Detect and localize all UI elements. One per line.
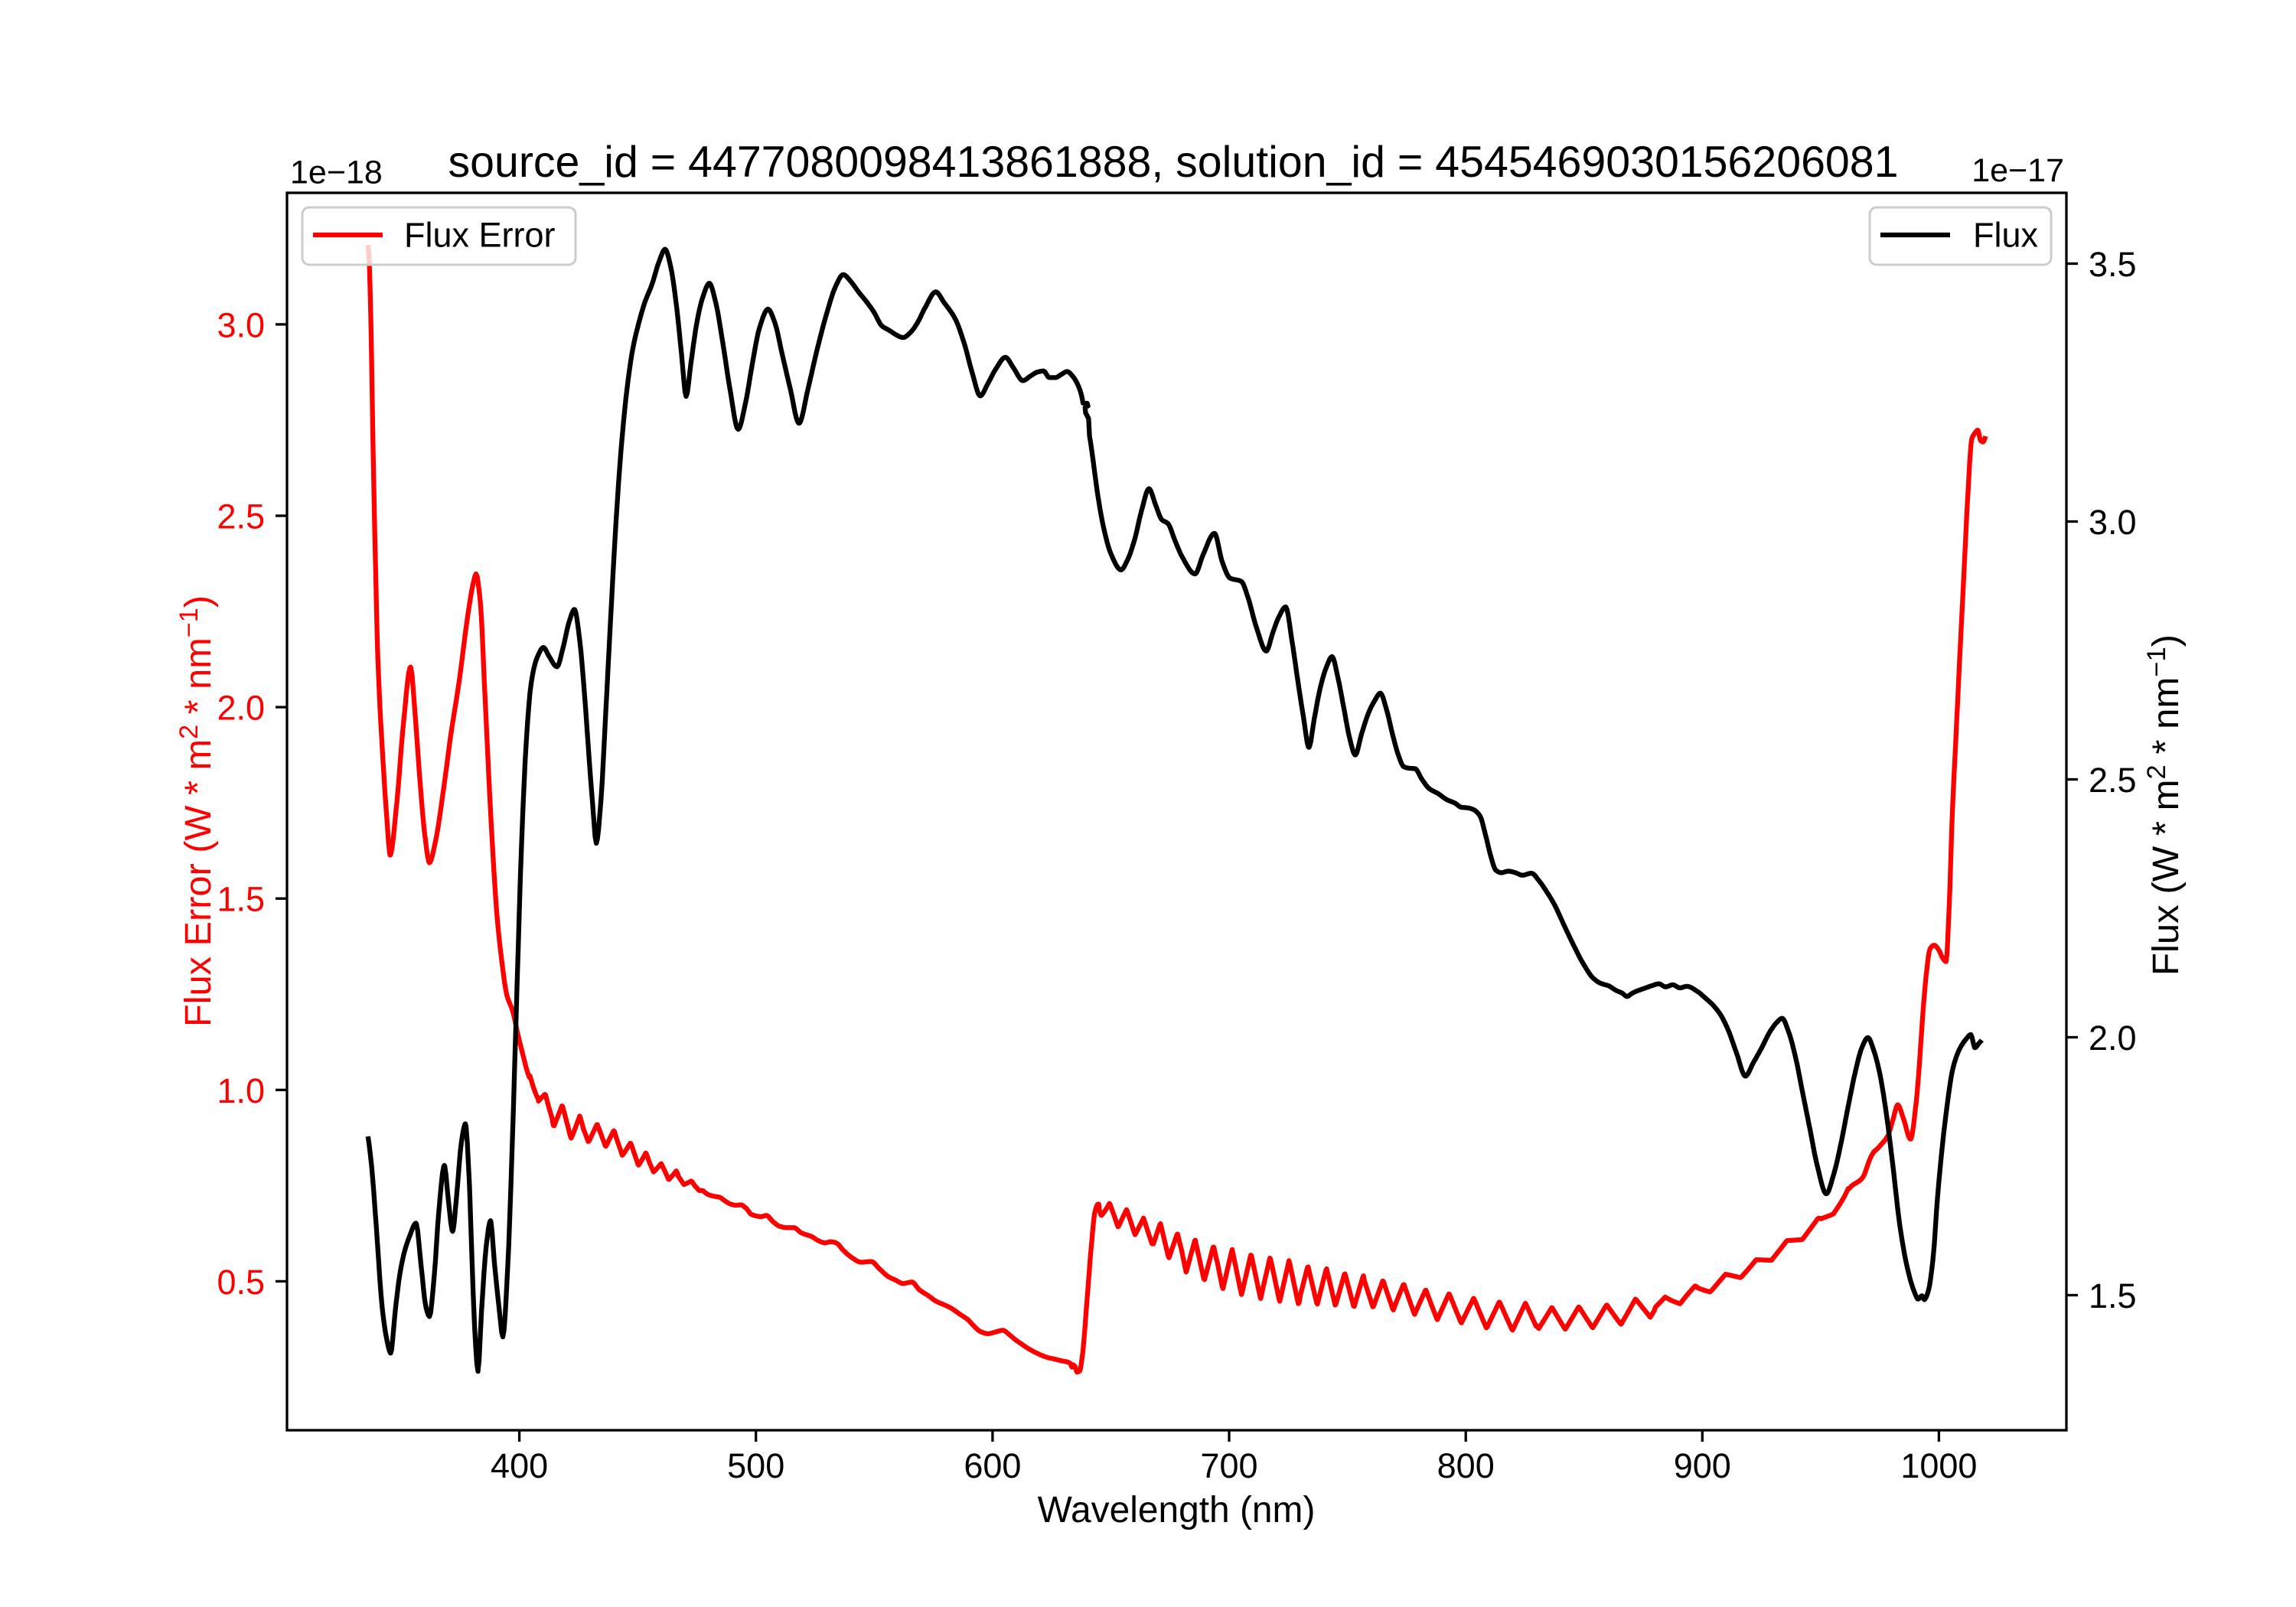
svg-text:Flux: Flux	[1973, 216, 2039, 255]
svg-text:400: 400	[491, 1446, 548, 1485]
svg-text:2.5: 2.5	[217, 497, 265, 536]
svg-text:Flux (W * m2 * nm−1): Flux (W * m2 * nm−1)	[2142, 634, 2187, 976]
svg-text:Wavelength (nm): Wavelength (nm)	[1038, 1489, 1316, 1530]
svg-text:2.0: 2.0	[217, 689, 265, 728]
svg-text:800: 800	[1437, 1446, 1495, 1485]
svg-text:Flux Error: Flux Error	[404, 216, 556, 255]
svg-text:3.0: 3.0	[2089, 503, 2137, 542]
svg-text:1.0: 1.0	[217, 1071, 265, 1110]
svg-text:1e−18: 1e−18	[290, 155, 383, 191]
svg-text:2.0: 2.0	[2089, 1019, 2137, 1058]
svg-text:700: 700	[1200, 1446, 1257, 1485]
svg-text:source_id = 447708009841386188: source_id = 4477080098413861888, solutio…	[448, 138, 1899, 187]
svg-text:2.5: 2.5	[2089, 761, 2137, 800]
svg-text:0.5: 0.5	[217, 1263, 265, 1302]
svg-text:900: 900	[1674, 1446, 1731, 1485]
svg-text:1.5: 1.5	[217, 880, 265, 919]
svg-text:1e−17: 1e−17	[1971, 152, 2064, 189]
svg-text:Flux Error (W * m2 * nm−1): Flux Error (W * m2 * nm−1)	[174, 595, 219, 1027]
svg-text:500: 500	[727, 1446, 784, 1485]
svg-text:3.5: 3.5	[2089, 245, 2137, 284]
svg-text:600: 600	[964, 1446, 1021, 1485]
svg-text:1.5: 1.5	[2089, 1276, 2137, 1315]
svg-text:3.0: 3.0	[217, 305, 265, 344]
svg-text:1000: 1000	[1900, 1446, 1977, 1485]
